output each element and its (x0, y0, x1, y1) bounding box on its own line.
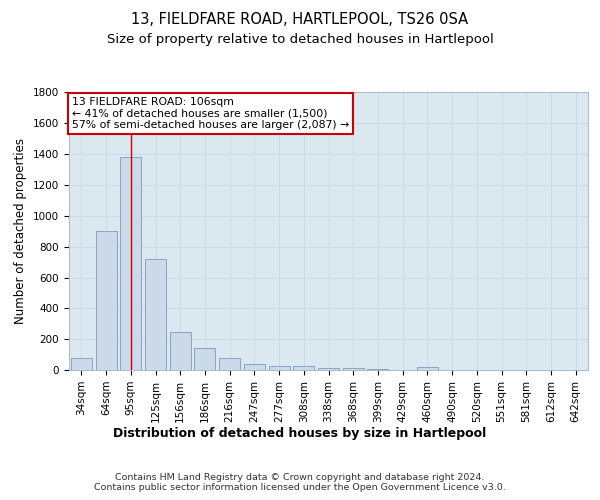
Bar (95, 231, 116, 370)
Bar (417, 367, 438, 370)
Bar (120, 157, 141, 370)
Text: Distribution of detached houses by size in Hartlepool: Distribution of detached houses by size … (113, 428, 487, 440)
Bar (145, 259, 166, 370)
Bar (269, 366, 290, 370)
Bar (343, 368, 364, 370)
Bar (244, 364, 265, 370)
Bar (71, 358, 92, 370)
Y-axis label: Number of detached properties: Number of detached properties (14, 138, 28, 324)
Bar (170, 332, 191, 370)
Text: Size of property relative to detached houses in Hartlepool: Size of property relative to detached ho… (107, 32, 493, 46)
Bar (367, 369, 388, 370)
Bar (194, 348, 215, 370)
Text: Contains HM Land Registry data © Crown copyright and database right 2024.
Contai: Contains HM Land Registry data © Crown c… (94, 472, 506, 492)
Text: 13 FIELDFARE ROAD: 106sqm
← 41% of detached houses are smaller (1,500)
57% of se: 13 FIELDFARE ROAD: 106sqm ← 41% of detac… (71, 96, 349, 130)
Text: 13, FIELDFARE ROAD, HARTLEPOOL, TS26 0SA: 13, FIELDFARE ROAD, HARTLEPOOL, TS26 0SA (131, 12, 469, 28)
Bar (318, 368, 339, 370)
Bar (293, 366, 314, 370)
Bar (219, 358, 240, 370)
